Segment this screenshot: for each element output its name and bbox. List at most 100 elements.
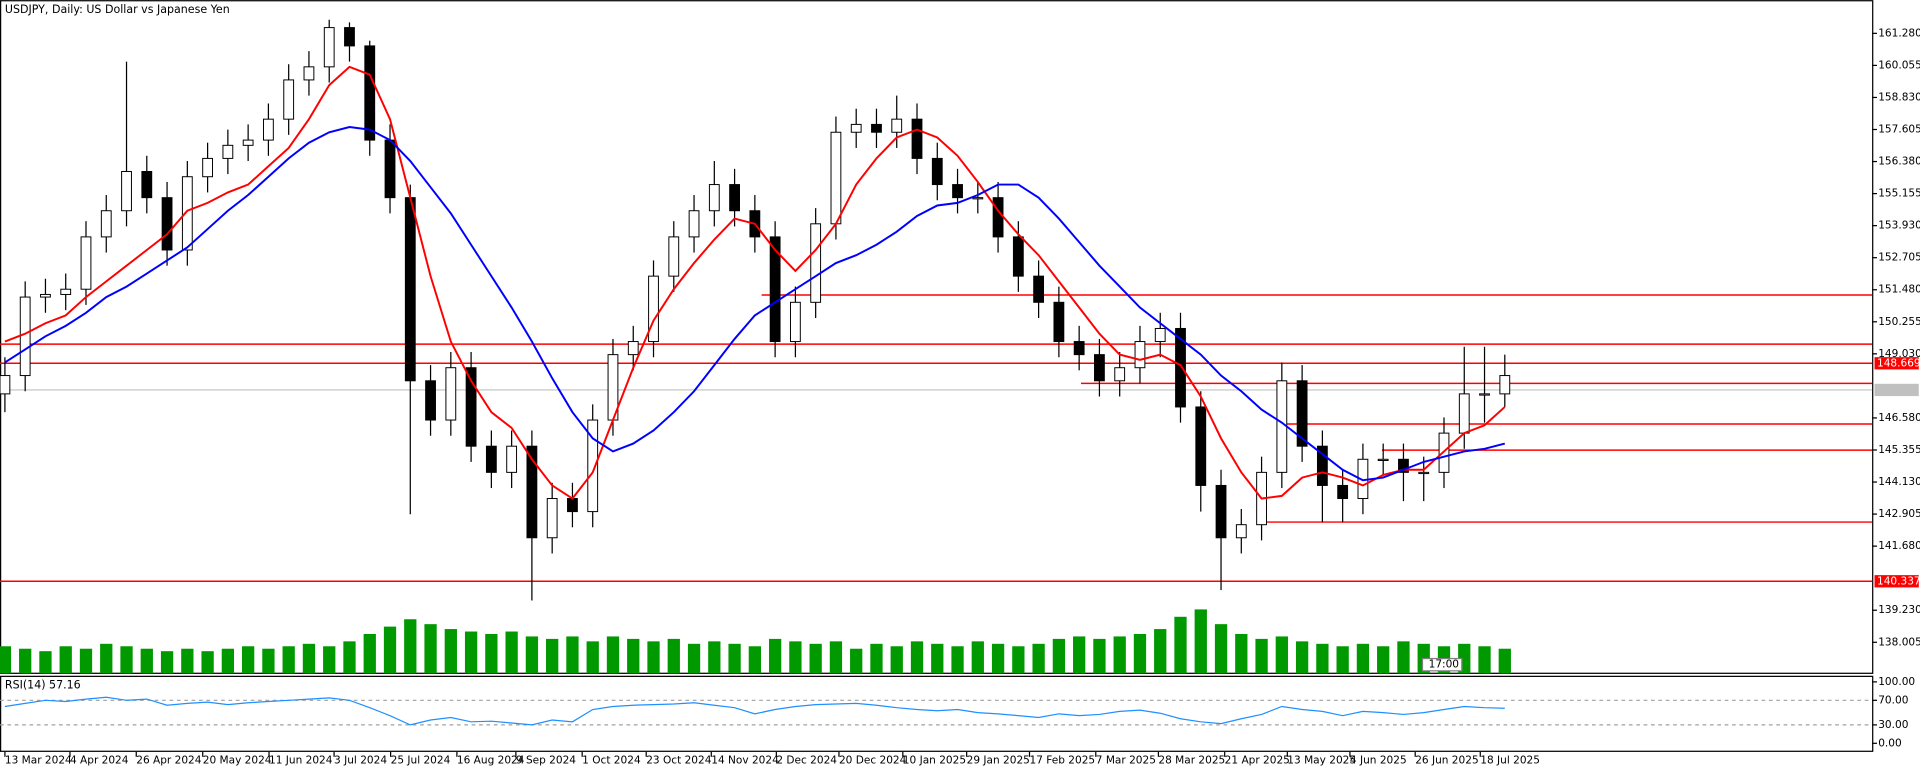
volume-bar — [910, 641, 924, 674]
y-tick-label: 100.00 — [1878, 676, 1915, 688]
rsi-line — [4, 696, 1505, 726]
candle-body — [1154, 327, 1166, 343]
x-tick-label: 3 Jul 2024 — [334, 755, 387, 767]
candle-body — [404, 197, 416, 382]
candle-body — [344, 27, 355, 47]
candle-body — [546, 498, 558, 539]
x-tick-label: 13 May 2025 — [1287, 755, 1356, 767]
volume-bar — [566, 636, 579, 674]
y-tick-label: 151.480 — [1878, 284, 1920, 296]
volume-bar — [1032, 643, 1045, 674]
candle-body — [1458, 393, 1470, 434]
volume-bar — [1498, 648, 1511, 674]
candle-body — [931, 157, 943, 186]
volume-bar — [1133, 633, 1147, 674]
volume-bar — [120, 646, 133, 674]
volume-bar — [951, 646, 964, 674]
x-tick-label: 9 Sep 2024 — [516, 755, 576, 767]
candle-body — [485, 445, 497, 473]
candle-body — [708, 184, 720, 212]
volume-bar — [870, 643, 883, 674]
candle-body — [161, 197, 173, 251]
y-tick-label: 161.280 — [1878, 27, 1920, 39]
volume-bar — [991, 643, 1005, 674]
volume-bar — [79, 648, 93, 674]
x-tick-label: 7 Mar 2025 — [1096, 755, 1156, 767]
volume-bar — [1194, 609, 1207, 674]
price-panel — [0, 0, 1874, 674]
level-price-box — [1874, 357, 1919, 370]
volume-bar — [647, 641, 660, 674]
y-tick-label: 157.605 — [1878, 123, 1920, 135]
volume-bar — [627, 638, 640, 674]
candle-body — [1398, 458, 1409, 473]
x-tick-label: 21 Apr 2025 — [1225, 755, 1290, 767]
candle-body — [121, 170, 132, 212]
x-tick-label: 26 Jun 2025 — [1415, 755, 1478, 767]
moving-average — [4, 126, 1506, 482]
rsi-panel — [0, 675, 1874, 752]
candle-body — [202, 157, 214, 178]
candle-body — [1499, 375, 1511, 395]
y-tick-label: 139.230 — [1878, 604, 1920, 616]
candle-body — [60, 288, 72, 295]
volume-bar — [748, 646, 761, 674]
volume-bar — [850, 648, 863, 674]
y-tick-label: 160.055 — [1878, 59, 1920, 71]
candle-body — [80, 236, 92, 290]
y-tick-label: 155.155 — [1878, 188, 1920, 200]
y-tick-label: 141.680 — [1878, 540, 1920, 552]
volume-bar — [1397, 641, 1410, 674]
candle-body — [100, 210, 112, 238]
candle-body — [1479, 393, 1490, 396]
candle-body — [303, 66, 315, 81]
candle-body — [445, 367, 457, 421]
volume-bar — [789, 641, 802, 674]
volume-bar — [728, 643, 741, 674]
candle-body — [911, 118, 923, 159]
volume-bar — [768, 638, 782, 674]
y-tick-label: 156.380 — [1878, 156, 1920, 168]
x-tick-label: 20 Dec 2024 — [839, 755, 907, 767]
candle-body — [789, 301, 801, 343]
candle-body — [1195, 406, 1207, 486]
volume-bar — [1478, 646, 1491, 674]
volume-bar — [586, 641, 599, 674]
candle-body — [688, 210, 700, 238]
x-tick-label: 4 Apr 2024 — [70, 755, 129, 767]
x-tick-label: 17 Feb 2025 — [1029, 755, 1095, 767]
candle-body — [627, 341, 639, 356]
candle-body — [1337, 484, 1349, 500]
x-tick-label: 26 Apr 2024 — [136, 755, 202, 767]
y-tick-label: 150.255 — [1878, 316, 1920, 328]
y-tick-label: 153.930 — [1878, 220, 1920, 232]
volume-bar — [971, 641, 984, 674]
volume-bar — [19, 648, 32, 674]
candle-body — [1134, 341, 1146, 369]
volume-bar — [39, 651, 52, 674]
volume-bar — [829, 641, 843, 674]
y-tick-label: 70.00 — [1878, 694, 1908, 706]
candle-body — [283, 79, 295, 120]
moving-average — [4, 65, 1506, 500]
candle-body — [1296, 380, 1308, 447]
x-tick-label: 16 Aug 2024 — [457, 755, 525, 767]
y-tick-label: 142.905 — [1878, 508, 1920, 520]
candle-body — [181, 176, 193, 251]
candle-body — [992, 197, 1004, 238]
candle-body — [222, 144, 234, 159]
time-label: 17:00 — [1429, 659, 1460, 671]
candle-body — [242, 139, 254, 146]
candle-body — [871, 123, 882, 133]
candle-body — [1418, 471, 1430, 475]
volume-bar — [809, 643, 822, 674]
candle-body — [567, 498, 578, 513]
volume-bar — [1235, 633, 1248, 674]
candle-body — [891, 118, 903, 133]
x-tick-label: 28 Mar 2025 — [1158, 755, 1225, 767]
volume-bar — [890, 646, 903, 674]
volume-bar — [606, 636, 620, 674]
x-tick-label: 23 Oct 2024 — [646, 755, 711, 767]
